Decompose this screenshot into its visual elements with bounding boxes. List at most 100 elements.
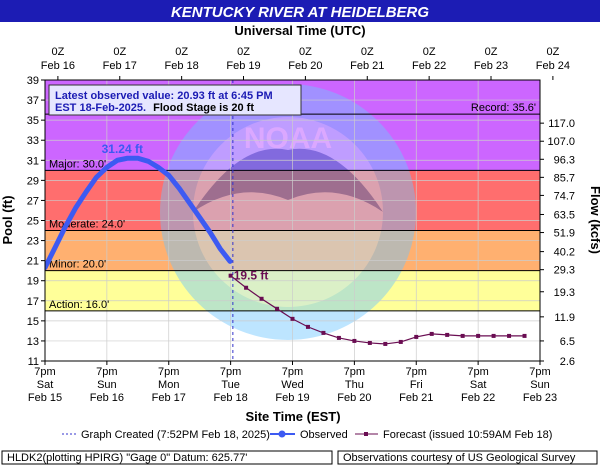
bottom-tick-time: 7pm [220,366,241,378]
left-tick-label: 13 [27,336,39,348]
right-tick-label: 74.7 [554,190,575,202]
top-tick-date: Feb 20 [288,60,322,72]
top-tick-date: Feb 22 [412,60,446,72]
bottom-tick-time: 7pm [96,366,117,378]
top-tick-date: Feb 18 [165,60,199,72]
forecast-point [275,306,280,311]
left-tick-label: 15 [27,316,39,328]
forecast-point [460,333,465,338]
bottom-tick-day: Thu [345,379,364,391]
threshold-label-action: Action: 16.0' [49,299,109,311]
bottom-tick-time: 7pm [158,366,179,378]
right-tick-label: 117.0 [548,118,575,130]
bottom-tick-date: Feb 23 [523,392,557,404]
bottom-tick-date: Feb 16 [90,392,124,404]
left-tick-label: 27 [27,195,39,207]
left-tick-label: 31 [27,155,39,167]
top-tick-date: Feb 21 [350,60,384,72]
bottom-tick-day: Sun [530,379,550,391]
forecast-point [244,285,249,290]
left-tick-label: 39 [27,75,39,87]
bottom-tick-day: Tue [221,379,240,391]
legend: Graph Created (7:52PM Feb 18, 2025) Obse… [62,429,552,441]
forecast-point [383,341,388,346]
forecast-point [305,324,310,329]
forecast-point [321,330,326,335]
threshold-label-major: Major: 30.0' [49,158,106,170]
right-axis-title: Flow (kcfs) [588,186,600,254]
legend-graph-created: Graph Created (7:52PM Feb 18, 2025) [81,429,270,441]
top-tick-label: 0Z [237,46,250,58]
right-tick-label: 63.5 [554,209,575,221]
observed-series-line [45,155,233,271]
right-tick-label: 107.0 [547,136,575,148]
bottom-tick-time: 7pm [344,366,365,378]
left-tick-label: 25 [27,216,39,228]
forecast-point [336,335,341,340]
left-tick-label: 21 [27,256,39,268]
top-tick-label: 0Z [546,46,559,58]
title-bar [0,0,600,22]
footer: HLDK2(plotting HPIRG) "Gage 0" Datum: 62… [1,450,598,465]
bottom-axis-title: Site Time (EST) [245,409,340,424]
left-tick-label: 37 [27,95,39,107]
forecast-point [290,316,295,321]
forecast-point [429,331,434,336]
bottom-tick-day: Mon [158,379,179,391]
footer-courtesy: Observations courtesy of US Geological S… [343,452,576,464]
bottom-tick-day: Sun [97,379,117,391]
right-tick-label: 96.3 [554,154,575,166]
legend-observed: Observed [300,429,348,441]
info-box-line1: Latest observed value: 20.93 ft at 6:45 … [55,90,273,102]
forecast-point [398,339,403,344]
forecast-point [352,338,357,343]
top-tick-date: Feb 19 [226,60,260,72]
top-tick-date: Feb 23 [474,60,508,72]
svg-text:NOAA: NOAA [244,122,332,155]
bottom-tick-time: 7pm [467,366,488,378]
left-tick-label: 29 [27,175,39,187]
forecast-point [445,332,450,337]
right-tick-label: 51.9 [554,228,575,240]
threshold-label-moderate: Moderate: 24.0' [49,219,125,231]
bottom-tick-date: Feb 15 [28,392,62,404]
threshold-label-minor: Minor: 20.0' [49,259,106,271]
top-tick-label: 0Z [361,46,374,58]
bottom-tick-date: Feb 17 [152,392,186,404]
top-tick-label: 0Z [423,46,436,58]
bottom-tick-date: Feb 19 [275,392,309,404]
info-box-line2a: EST 18-Feb-2025. [55,102,146,114]
bottom-tick-time: 7pm [529,366,550,378]
top-tick-date: Feb 17 [103,60,137,72]
bottom-tick-date: Feb 20 [337,392,371,404]
peak-label: 31.24 ft [102,142,143,156]
left-tick-label: 35 [27,115,39,127]
bottom-tick-time: 7pm [34,366,55,378]
chart-title: KENTUCKY RIVER AT HEIDELBERG [171,4,429,21]
bottom-tick-date: Feb 21 [399,392,433,404]
forecast-point [507,333,512,338]
forecast-point [476,333,481,338]
top-tick-date: Feb 24 [536,60,570,72]
left-axis-title: Pool (ft) [0,195,15,244]
forecast-series-line [230,275,525,345]
forecast-point [228,273,233,278]
left-tick-label: 33 [27,135,39,147]
bottom-tick-time: 7pm [282,366,303,378]
top-tick-label: 0Z [299,46,312,58]
top-tick-label: 0Z [175,46,188,58]
right-tick-label: 19.3 [554,287,575,299]
bottom-tick-day: Fri [410,379,423,391]
right-tick-label: 29.3 [554,265,575,277]
legend-forecast: Forecast (issued 10:59AM Feb 18) [383,429,552,441]
info-box-line2: EST 18-Feb-2025. Flood Stage is 20 ft [55,102,254,114]
right-tick-label: 11.9 [554,312,575,324]
right-axis-ticks: 2.6 6.5 11.9 19.3 29.3 40.2 51.9 63.5 74.7 85.7 96… [540,118,575,368]
left-tick-label: 19 [27,276,39,288]
top-axis-title: Universal Time (UTC) [234,23,365,38]
forecast-point [414,334,419,339]
legend-forecast-marker [364,432,368,436]
record-label: Record: 35.6' [471,102,536,114]
bottom-tick-day: Wed [281,379,303,391]
